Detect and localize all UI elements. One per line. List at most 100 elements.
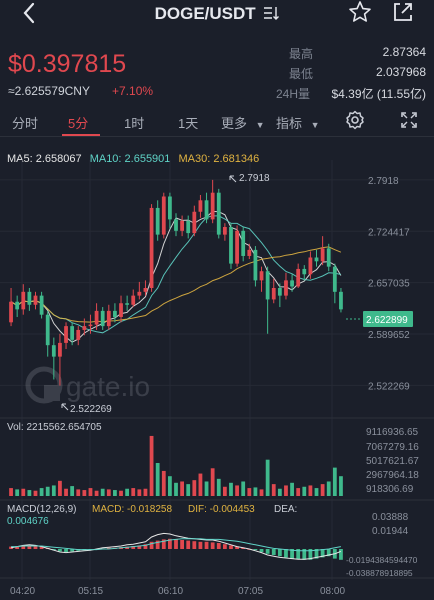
volume-bar [192,480,197,496]
candle-body [192,211,197,234]
volume-value: $4.39亿 (11.55亿) [331,87,427,101]
candle-body [296,268,301,287]
macd-bar [125,546,130,549]
volume-bar [161,470,166,496]
share-icon[interactable] [392,1,414,23]
candle-body [198,200,203,212]
volume-bar [277,488,282,496]
volume-tick-label: 5017621.67 [366,456,419,467]
volume-bar [296,488,301,496]
candle-body [125,303,130,305]
macd-bar [186,540,191,549]
price-tick-label: 2.7918 [368,176,399,187]
macd-bar [70,549,75,552]
gateio-watermark: gate.io [25,366,150,404]
volume-axis: 9116936.65 7067279.16 5017621.67 2967964.18… [366,427,419,495]
volume-bar [76,489,81,496]
candle-body [320,248,325,262]
macd-bar [277,549,282,557]
candle-body [290,280,294,287]
volume-bar [137,489,142,496]
macd-bar [167,538,172,549]
price-tick-label: 2.724417 [368,227,410,238]
volume-bar [204,481,209,496]
volume-bar [271,484,276,496]
tab-1day[interactable]: 1天 [178,116,199,131]
candle-body [277,288,282,296]
ma5-value: MA5: 2.658067 [7,153,82,165]
volume-bar [314,488,319,496]
candle-body [180,220,185,231]
candle-body [204,200,209,220]
volume-bar [131,488,136,496]
macd-bar [326,549,331,557]
pair-label: DOGE/USDT [154,4,256,23]
high-annotation: 2.7918 [229,173,270,184]
dea-line [11,538,341,552]
time-tick-label: 04:20 [10,586,35,597]
price-tick-label: 2.657035 [368,279,410,290]
ma30-value: MA30: 2.681346 [178,153,260,165]
volume-bar [58,480,62,496]
tab-more-label: 更多 [221,116,248,131]
price-tick-label: 2.589652 [368,330,410,341]
time-tick-label: 06:10 [158,586,183,597]
macd-bar [320,549,325,558]
volume-bar [186,484,191,496]
tab-more[interactable]: 更多 ▼ [221,113,265,132]
macd-value: MACD: -0.018258 [92,504,172,515]
candle-body [9,301,13,323]
star-icon[interactable] [348,0,372,24]
macd-tick-label: -0.0194384594470 [346,555,418,565]
macd-bar [64,549,68,552]
candle-body [137,291,142,296]
volume-bar [198,473,203,496]
volume-bar [113,490,117,496]
candle-body [247,249,252,256]
candle-body [339,291,343,310]
macd-bar [9,546,13,549]
candle-body [308,257,313,275]
volume-bar [253,487,258,496]
macd-bar [204,541,209,549]
candle-body [58,342,62,357]
dea-value: 0.004676 [7,516,49,527]
volume-bar [70,486,75,496]
candle-body [131,295,136,305]
candle-body [39,295,44,315]
candle-body [284,280,288,296]
kline-chart[interactable]: gate.io 2.7918 2.724417 2.657035 2.589652 2.… [0,160,434,600]
candle-body [235,230,239,264]
macd-tick-label: -0.038878918895 [346,568,413,578]
volume-bars [9,435,343,496]
active-tab-underline [62,134,100,136]
tab-indicators[interactable]: 指标 ▼ [276,113,320,132]
tab-5min[interactable]: 5分 [68,116,89,131]
volume-tick-label: 7067279.16 [366,442,419,453]
macd-bar [143,544,148,549]
candle-body [149,207,154,288]
candle-body [88,324,93,327]
pair-title[interactable]: DOGE/USDT [0,4,434,24]
candle-body [45,314,50,346]
volume-bar [106,489,111,496]
gear-icon[interactable] [345,110,365,130]
macd-bar [58,549,62,552]
tab-1hour[interactable]: 1时 [124,116,145,131]
volume-bar [167,476,172,496]
candle-body [143,288,148,292]
volume-bar [27,490,32,496]
volume-bar [149,435,154,496]
chevron-left-icon[interactable] [22,2,36,24]
fullscreen-icon[interactable] [400,111,418,129]
volume-legend: Vol: 2215562.654705 [7,422,102,433]
high-label: 最高 [289,47,314,61]
macd-bar [198,541,203,549]
low-label: 最低 [289,67,314,81]
candle-body [70,326,75,340]
tab-timeline[interactable]: 分时 [12,116,39,131]
candle-body [253,249,258,281]
candle-body [82,326,87,330]
volume-bar [15,489,20,496]
macd-bar [51,549,56,551]
